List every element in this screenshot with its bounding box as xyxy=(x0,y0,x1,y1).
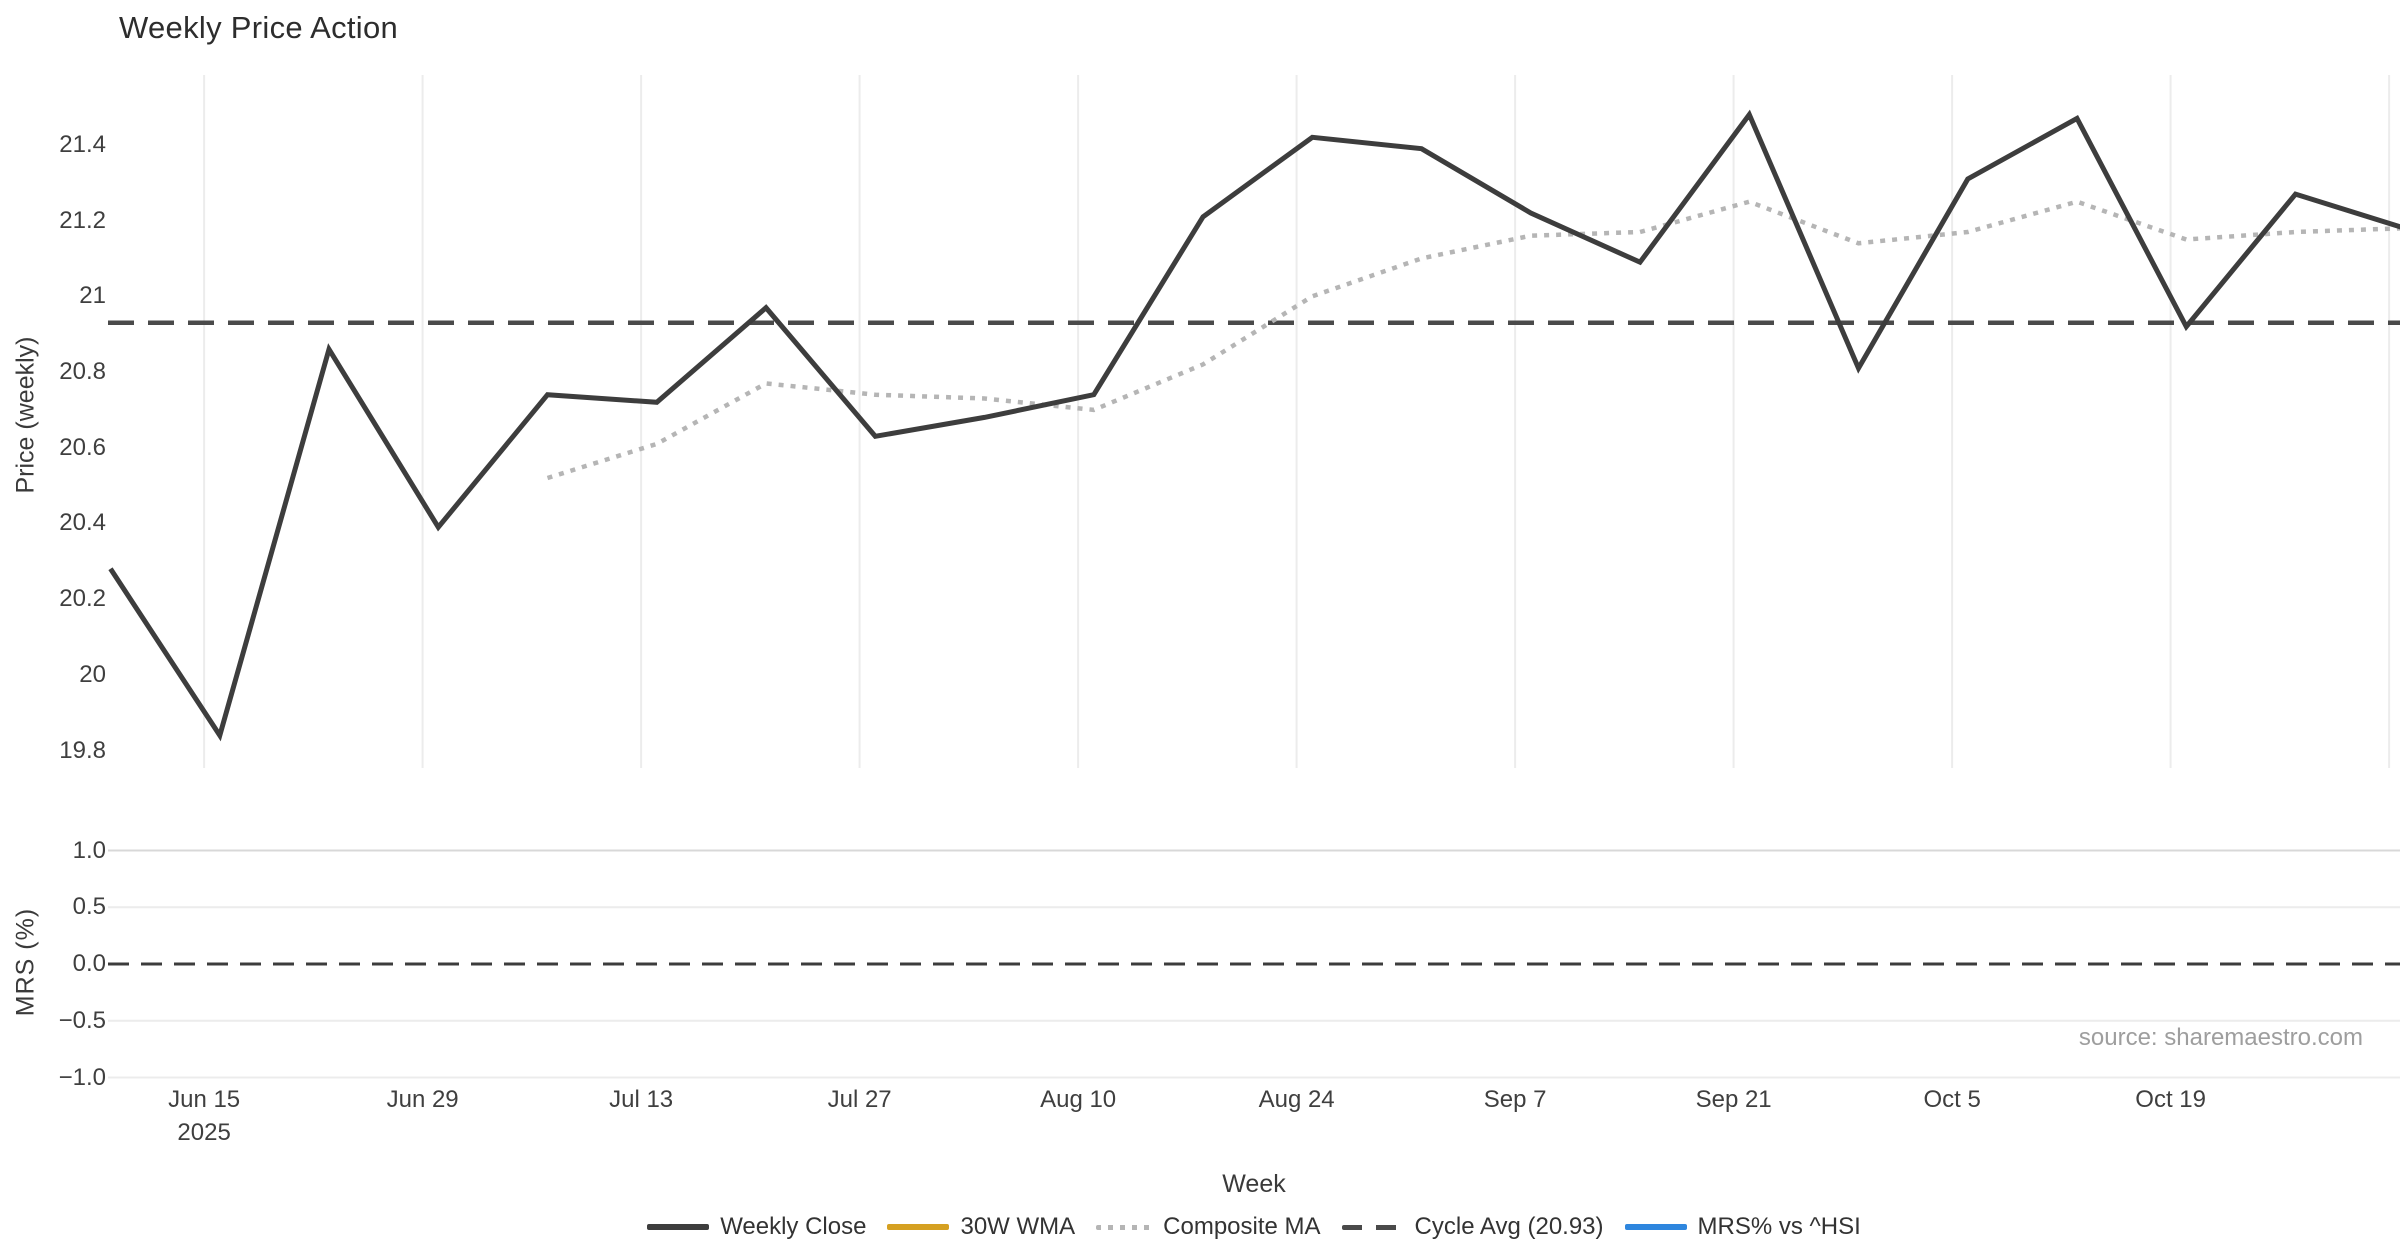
legend-item-label: 30W WMA xyxy=(960,1213,1076,1240)
legend-item-mrs-vs-hsi[interactable]: MRS% vs ^HSI xyxy=(1624,1213,1861,1241)
legend-item-cycle-avg-20-93[interactable]: Cycle Avg (20.93) xyxy=(1341,1213,1604,1241)
price-ytick-label: 20 xyxy=(79,660,106,688)
x-tick-label: Jun 29 xyxy=(386,1086,459,1113)
price-ytick-label: 21.2 xyxy=(59,206,106,234)
composite-ma-line[interactable] xyxy=(546,199,2400,481)
x-tick-label: Sep 7 xyxy=(1483,1086,1547,1113)
mrs-ytick-label: 1.0 xyxy=(72,836,106,864)
price-ytick-label: 20.2 xyxy=(59,585,106,613)
weekly-close-line[interactable] xyxy=(108,109,2400,742)
mrs-ytick-label: 0.5 xyxy=(72,893,106,921)
legend-item-label: MRS% vs ^HSI xyxy=(1697,1213,1861,1240)
week-axis-title: Week xyxy=(1222,1170,1286,1198)
x-tick-label: Aug 10 xyxy=(1040,1086,1117,1113)
x-tick-label: Jul 13 xyxy=(609,1086,674,1113)
source-credit: source: sharemaestro.com xyxy=(2078,1024,2363,1051)
mrs-ytick-label: 0.0 xyxy=(72,950,106,977)
legend-item-label: Cycle Avg (20.93) xyxy=(1414,1213,1604,1240)
x-tick-label: Aug 24 xyxy=(1258,1086,1335,1113)
legend-item-30w-wma[interactable]: 30W WMA xyxy=(887,1213,1075,1241)
legend-item-composite-ma[interactable]: Composite MA xyxy=(1096,1213,1321,1241)
mrs-ytick-label: −0.5 xyxy=(58,1006,106,1034)
price-ytick-label: 20.8 xyxy=(59,358,106,385)
x-tick-label: Jun 15 xyxy=(168,1086,241,1113)
price-ytick-label: 20.4 xyxy=(59,509,106,537)
price-ytick-label: 19.8 xyxy=(59,736,106,764)
dotted-line-swatch-icon xyxy=(1096,1224,1153,1230)
x-tick-label: Oct 19 xyxy=(2135,1086,2206,1113)
x-tick-label: Oct 5 xyxy=(1923,1086,1981,1113)
legend-item-label: Weekly Close xyxy=(720,1213,867,1240)
dashed-line-swatch-icon xyxy=(1341,1224,1404,1230)
solid-line-swatch-icon xyxy=(647,1224,710,1230)
legend: Weekly Close 30W WMA Composite MA Cycle Avg… xyxy=(108,1213,2400,1241)
price-ytick-label: 20.6 xyxy=(59,433,106,461)
solid-line-swatch-icon xyxy=(1624,1224,1687,1230)
price-ytick-label: 21 xyxy=(79,282,106,310)
x-tick-label: Jul 27 xyxy=(827,1086,892,1113)
solid-line-swatch-icon xyxy=(887,1224,950,1230)
page-title: Weekly Price Action xyxy=(119,10,399,45)
x-tick-sublabel: 2025 xyxy=(177,1119,231,1146)
legend-item-weekly-close[interactable]: Weekly Close xyxy=(647,1213,866,1241)
x-tick-label: Sep 21 xyxy=(1695,1086,1772,1113)
legend-item-label: Composite MA xyxy=(1163,1213,1321,1240)
price-ytick-label: 21.4 xyxy=(59,130,106,158)
mrs-ytick-label: −1.0 xyxy=(58,1063,106,1091)
